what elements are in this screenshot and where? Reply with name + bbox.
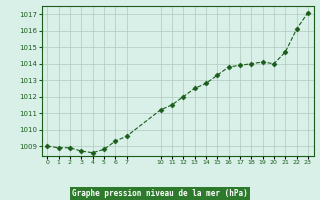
Text: Graphe pression niveau de la mer (hPa): Graphe pression niveau de la mer (hPa) [72, 189, 248, 198]
